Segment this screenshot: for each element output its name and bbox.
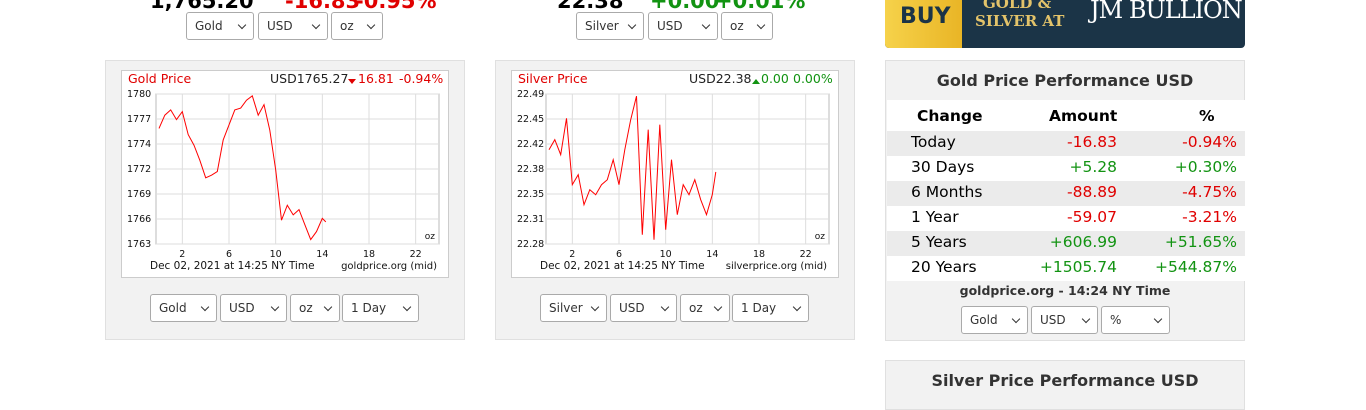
select[interactable]: USD [220,294,287,322]
silver-performance-panel: Silver Price Performance USD [885,360,1245,410]
table-cell: +0.30% [1174,158,1237,176]
select[interactable]: 1 Day [342,294,419,322]
y-tick-label: 1777 [127,114,151,125]
brand: JM BULLION [1090,0,1243,24]
table-cell: 5 Years [911,233,967,251]
table-cell: 6 Months [911,183,983,201]
x-tick-label: 18 [363,249,375,260]
chart-source: goldprice.org (mid) [341,261,437,272]
col-header: % [1199,107,1215,125]
y-tick-label: 22.42 [517,139,544,150]
silver-price: 22.38 [557,0,624,13]
col-header: Amount [1049,107,1118,125]
x-tick-label: 18 [753,249,765,260]
table-cell: +544.87% [1155,258,1237,276]
price-line [548,95,717,240]
select[interactable]: oz [721,12,773,40]
gold-change: -16.83 [285,0,361,13]
x-tick-label: 10 [270,249,282,260]
chart-title: Gold Price [128,71,192,86]
chart-change: 0.00 [761,71,789,86]
performance-panel: Gold Price Performance USD Change Amount… [885,60,1245,341]
panel-title: Silver Price Performance USD [931,371,1199,390]
select[interactable]: Gold [150,294,217,322]
gold-price: 1,765.20 [150,0,254,13]
y-tick-label: 1763 [127,239,151,250]
chart-change: 16.81 [358,71,394,86]
y-tick-label: 1774 [127,139,151,150]
unit: oz [815,232,826,242]
select[interactable]: Silver [576,12,644,40]
buy: BUY [900,4,951,29]
x-tick-label: 2 [569,249,575,260]
select[interactable]: 1 Day [732,294,809,322]
table-cell: -0.94% [1182,133,1237,151]
chart-source: silverprice.org (mid) [726,261,827,272]
unit: oz [425,232,436,242]
x-tick-label: 22 [800,249,812,260]
chart-price: USD22.38 [689,71,752,86]
chart-title: Silver Price [518,71,588,86]
select[interactable]: oz [680,294,730,322]
x-tick-label: 22 [410,249,422,260]
table-cell: -3.21% [1182,208,1237,226]
chart: Gold Price USD1765.27 16.81 -0.94% 1763 1… [121,70,449,278]
page: 1,765.20 -16.83 -0.95% 22.38 +0.00 +0.01… [0,0,1366,400]
table-cell: 30 Days [911,158,975,176]
y-tick-label: 22.35 [517,189,544,200]
select[interactable]: USD [258,12,328,40]
table-cell: -16.83 [1067,133,1117,151]
col-header: Change [917,107,983,125]
banner-line1: GOLD & [983,0,1052,12]
table-footer: goldprice.org - 14:24 NY Time [959,283,1171,298]
table-cell: -59.07 [1067,208,1117,226]
x-tick-label: 2 [179,249,185,260]
y-tick-label: 22.31 [517,214,544,225]
x-tick-label: 14 [316,249,328,260]
price-line [158,94,327,241]
y-tick-label: 22.38 [517,164,544,175]
table-cell: +606.99 [1049,233,1117,251]
chart-date: Dec 02, 2021 at 14:25 NY Time [540,260,705,272]
x-tick-label: 6 [226,249,232,260]
chart-pct: 0.00% [793,71,833,86]
ad-banner[interactable]: BUY GOLD & SILVER AT JM BULLION [885,0,1245,48]
table-cell: Today [911,133,956,151]
banner-line2: SILVER AT [975,12,1065,30]
x-tick-label: 10 [660,249,672,260]
y-tick-label: 22.28 [517,239,544,250]
y-tick-label: 22.49 [517,89,544,100]
select[interactable]: USD [648,12,718,40]
table-cell: +51.65% [1164,233,1237,251]
y-tick-label: 1780 [127,89,151,100]
table-cell: -88.89 [1067,183,1117,201]
select[interactable]: % [1101,306,1170,334]
chart-pct: -0.94% [399,71,443,86]
y-tick-label: 22.45 [517,114,544,125]
y-tick-label: 1772 [127,164,151,175]
select[interactable]: Gold [186,12,254,40]
table-cell: +5.28 [1069,158,1118,176]
silver-change: +0.00 [650,0,720,13]
select[interactable]: oz [290,294,340,322]
select[interactable]: oz [331,12,383,40]
table-cell: 20 Years [911,258,977,276]
table-cell: -4.75% [1182,183,1237,201]
x-tick-label: 6 [616,249,622,260]
silver-pct: +0.01% [715,0,806,13]
select[interactable]: Gold [961,306,1028,334]
y-tick-label: 1766 [127,214,151,225]
chart-price: USD1765.27 [270,71,348,86]
table-cell: 1 Year [911,208,959,226]
select[interactable]: USD [610,294,677,322]
chart-date: Dec 02, 2021 at 14:25 NY Time [150,260,315,272]
table-cell: +1505.74 [1039,258,1117,276]
panel-title: Gold Price Performance USD [936,71,1194,90]
gold-pct: -0.95% [355,0,437,13]
select[interactable]: USD [1031,306,1098,334]
select[interactable]: Silver [540,294,607,322]
chart: Silver Price USD22.38 0.00 0.00% 22.2822… [511,70,839,278]
x-tick-label: 14 [706,249,718,260]
y-tick-label: 1769 [127,189,151,200]
